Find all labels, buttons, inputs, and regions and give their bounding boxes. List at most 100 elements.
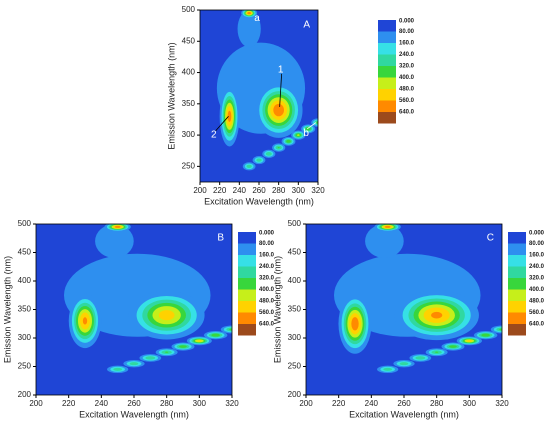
x-tick-label: 280 (160, 399, 174, 408)
y-tick-label: 300 (182, 130, 196, 139)
colorbar-label: 0.000 (259, 231, 275, 237)
y-tick-label: 200 (18, 390, 32, 399)
contour-region (499, 328, 502, 331)
colorbar-label: 560.0 (529, 310, 545, 316)
y-tick-label: 250 (182, 161, 196, 170)
contour-region (95, 224, 134, 258)
contour-region (365, 224, 404, 258)
colorbar-label: 240.0 (259, 264, 275, 270)
y-axis-label: Emission Wavelength (nm) (272, 256, 282, 363)
contour-region (314, 120, 318, 125)
contour-region (158, 310, 175, 321)
arrow (215, 116, 229, 131)
contour-region (247, 11, 251, 15)
x-tick-label: 320 (225, 399, 239, 408)
contour-region (399, 362, 409, 366)
contour-region (246, 164, 252, 169)
colorbar-label: 560.0 (259, 310, 275, 316)
colorbar-swatch (238, 255, 256, 267)
y-tick-label: 500 (18, 219, 32, 228)
contour-region (226, 327, 232, 332)
plot-area (200, 10, 318, 182)
colorbar-swatch (238, 301, 256, 313)
x-tick-label: 240 (365, 399, 379, 408)
colorbar-swatch (508, 289, 526, 301)
colorbar-label: 0.000 (399, 19, 415, 25)
y-axis-label: Emission Wavelength (nm) (166, 42, 176, 149)
contour-region (197, 340, 202, 342)
y-tick-label: 450 (182, 36, 196, 45)
contour-region (435, 351, 439, 353)
contour-region (211, 333, 221, 337)
contour-region (256, 158, 262, 162)
y-tick-label: 200 (288, 390, 302, 399)
x-tick-label: 240 (95, 399, 109, 408)
x-tick-label: 200 (29, 399, 43, 408)
contour-region (145, 356, 156, 360)
x-tick-label: 300 (463, 399, 477, 408)
panel-label: A (303, 20, 310, 31)
y-tick-label: 300 (288, 333, 302, 342)
contour-region (431, 311, 443, 319)
contour-region (113, 367, 123, 371)
contour-region (229, 328, 232, 331)
contour-region (297, 134, 300, 136)
colorbar-swatch (378, 54, 396, 66)
contour-region (277, 146, 280, 149)
colorbar-swatch (378, 20, 396, 32)
colorbar-swatch (508, 324, 526, 336)
colorbar-label: 160.0 (399, 41, 415, 47)
y-tick-label: 250 (288, 362, 302, 371)
colorbar-label: 480.0 (259, 299, 275, 305)
y-tick-label: 450 (18, 248, 32, 257)
colorbar-label: 480.0 (529, 299, 545, 305)
contour-region (129, 362, 139, 366)
y-tick-label: 350 (18, 305, 32, 314)
y-tick-label: 300 (18, 333, 32, 342)
contour-region (415, 356, 426, 360)
colorbar-swatch (378, 89, 396, 101)
colorbar-label: 240.0 (399, 52, 415, 58)
annotation: a (254, 13, 260, 24)
x-tick-label: 200 (299, 399, 313, 408)
x-axis-label: Excitation Wavelength (nm) (349, 409, 459, 419)
colorbar-label: 80.00 (259, 241, 275, 247)
contour-region (384, 225, 391, 228)
colorbar-swatch (508, 278, 526, 290)
contour-region (286, 139, 291, 143)
colorbar-label: 400.0 (529, 287, 545, 293)
contour-region (305, 127, 311, 131)
colorbar-swatch (238, 278, 256, 290)
y-tick-label: 500 (182, 5, 196, 14)
x-tick-label: 300 (193, 399, 207, 408)
colorbar-label: 640.0 (259, 322, 275, 328)
colorbar-label: 640.0 (399, 110, 415, 116)
colorbar-label: 320.0 (529, 276, 545, 282)
contour-region (351, 317, 359, 331)
x-tick-label: 260 (252, 186, 266, 195)
x-tick-label: 320 (311, 186, 325, 195)
colorbar-label: 80.00 (529, 241, 545, 247)
plot-area (306, 224, 502, 395)
colorbar-swatch (508, 312, 526, 324)
contour-region (114, 225, 121, 228)
x-axis-label: Excitation Wavelength (nm) (204, 196, 314, 206)
arrow (279, 73, 283, 107)
contour-region (316, 121, 318, 124)
annotation: 1 (278, 65, 284, 76)
contour-region (449, 345, 457, 348)
x-tick-label: 300 (292, 186, 306, 195)
colorbar-label: 400.0 (399, 75, 415, 81)
colorbar-label: 80.00 (399, 29, 415, 35)
contour-region (265, 151, 272, 156)
contour-region (481, 333, 491, 337)
x-tick-label: 220 (332, 399, 346, 408)
colorbar-label: 160.0 (259, 253, 275, 259)
colorbar-label: 0.000 (529, 231, 545, 237)
colorbar-swatch (508, 266, 526, 278)
x-tick-label: 200 (193, 186, 207, 195)
x-axis-label: Excitation Wavelength (nm) (79, 409, 189, 419)
colorbar-swatch (378, 43, 396, 55)
contour-region (496, 327, 502, 332)
